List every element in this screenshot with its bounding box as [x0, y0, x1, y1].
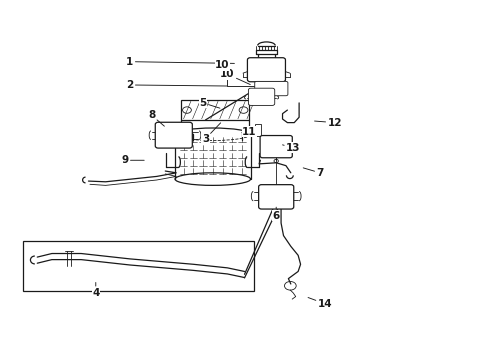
Circle shape — [165, 127, 186, 143]
Text: 5: 5 — [199, 98, 220, 108]
Circle shape — [260, 93, 269, 100]
Circle shape — [271, 193, 280, 199]
Circle shape — [267, 140, 284, 152]
Text: 1: 1 — [126, 57, 234, 67]
Text: 8: 8 — [148, 111, 164, 126]
Bar — [22, 241, 254, 291]
FancyBboxPatch shape — [155, 122, 192, 148]
Text: 2: 2 — [126, 80, 226, 90]
Circle shape — [182, 107, 191, 113]
Text: 6: 6 — [272, 207, 279, 221]
Circle shape — [239, 107, 247, 113]
FancyBboxPatch shape — [260, 135, 292, 158]
Circle shape — [253, 93, 263, 100]
Circle shape — [266, 189, 285, 203]
Circle shape — [171, 132, 181, 139]
Circle shape — [263, 86, 269, 91]
Text: 7: 7 — [303, 168, 323, 178]
Circle shape — [272, 86, 279, 91]
Text: 11: 11 — [242, 127, 256, 136]
FancyBboxPatch shape — [248, 88, 274, 105]
FancyBboxPatch shape — [247, 58, 285, 82]
Text: 3: 3 — [202, 123, 220, 144]
Circle shape — [254, 60, 278, 77]
Circle shape — [260, 64, 272, 73]
FancyBboxPatch shape — [258, 185, 293, 209]
Text: 14: 14 — [307, 297, 331, 309]
Bar — [255, 125, 261, 136]
Circle shape — [272, 143, 280, 149]
Text: 12: 12 — [314, 118, 341, 128]
Text: 4: 4 — [92, 283, 99, 298]
Bar — [181, 100, 249, 120]
Text: 10: 10 — [220, 69, 250, 85]
Circle shape — [284, 282, 296, 290]
Text: 9: 9 — [121, 155, 144, 165]
FancyBboxPatch shape — [254, 81, 287, 96]
Text: 13: 13 — [282, 143, 300, 153]
Text: 10: 10 — [215, 60, 229, 70]
